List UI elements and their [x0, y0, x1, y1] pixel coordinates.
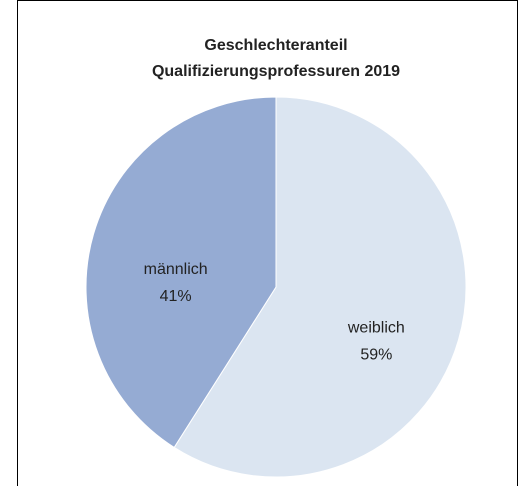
- pie-slice: [173, 96, 467, 478]
- chart-title: Qualifizierungsprofessuren 2019: [152, 63, 400, 80]
- chart-title: Geschlechteranteil: [204, 37, 347, 54]
- slice-value: 41%: [160, 288, 192, 305]
- slice-label: weiblich: [347, 319, 405, 336]
- slice-value: 59%: [360, 346, 392, 363]
- pie-slice: [85, 96, 277, 449]
- slice-label: männlich: [144, 261, 208, 278]
